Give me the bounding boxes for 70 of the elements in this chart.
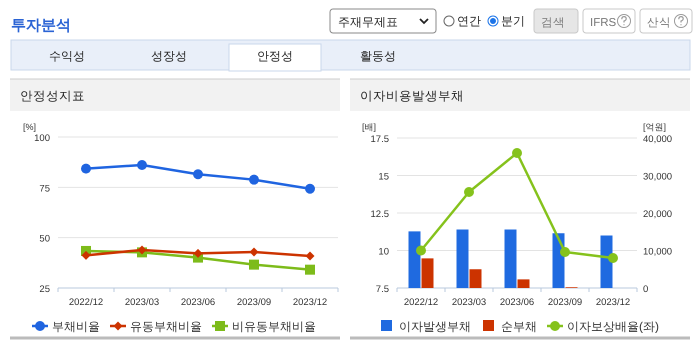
y2-tick-label: 30,000	[643, 172, 672, 182]
chart-title: 안정성지표	[20, 89, 85, 103]
point	[138, 245, 146, 254]
y2-tick-label: 40,000	[643, 134, 672, 145]
text: 검색	[541, 17, 565, 29]
x-tick-label: 2023/06	[500, 297, 534, 308]
y2-tick-label: 20,000	[643, 209, 672, 220]
x-tick-label: 2022/12	[68, 297, 104, 308]
y-axis-title: [배]	[362, 122, 376, 132]
point	[194, 248, 202, 258]
legend-label: 이자보상배율(좌)	[567, 320, 659, 334]
point	[305, 264, 315, 275]
text: 산식	[647, 17, 671, 29]
point	[193, 169, 203, 180]
point	[464, 187, 474, 197]
bar	[422, 258, 434, 288]
chart-title: 이자비용발생부채	[360, 89, 464, 103]
legend-label: 유동부채비율	[130, 320, 202, 334]
text: 투자분석	[11, 17, 71, 34]
x-tick-label: 2023/12	[292, 297, 328, 308]
y2-axis-title: [억원]	[643, 122, 666, 132]
text: 활동성	[360, 49, 396, 63]
x-tick-label: 2023/03	[124, 297, 160, 308]
bar	[518, 279, 530, 288]
y2-tick-label: 10,000	[643, 246, 672, 258]
text: 안정성	[257, 49, 293, 63]
y-tick-label: 12.5	[370, 209, 389, 220]
y-tick-label: 10	[378, 246, 389, 258]
point	[306, 251, 314, 260]
y-tick-label: 15	[378, 172, 389, 182]
point	[250, 247, 258, 256]
y-tick-label: 100	[34, 133, 50, 144]
point	[82, 250, 90, 260]
text: 주재무제표	[338, 15, 398, 29]
legend-label: 순부채	[501, 320, 537, 334]
x-tick-label: 2023/12	[596, 297, 630, 308]
text: IFRS	[590, 17, 617, 29]
text: 분기	[501, 14, 525, 28]
bar	[600, 236, 612, 288]
y-tick-label: 25	[39, 284, 50, 295]
point	[81, 164, 91, 174]
x-tick-label: 2022/12	[404, 297, 438, 308]
x-tick-label: 2023/03	[452, 297, 486, 308]
bar	[470, 269, 482, 288]
text: 수익성	[49, 49, 85, 63]
point	[608, 253, 618, 263]
y-tick-label: 50	[39, 234, 50, 245]
legend-label: 부채비율	[52, 320, 100, 334]
y-tick-label: 75	[39, 183, 50, 194]
legend-label: 이자발생부채	[399, 320, 471, 334]
y-axis-title: [%]	[23, 122, 36, 132]
x-tick-label: 2023/06	[180, 297, 216, 308]
point	[249, 260, 259, 270]
point	[560, 247, 570, 257]
point	[416, 246, 426, 256]
point	[305, 184, 315, 194]
bar	[504, 230, 516, 288]
text: 성장성	[151, 49, 187, 63]
point	[137, 160, 147, 170]
x-tick-label: 2023/09	[548, 297, 582, 308]
text: 연간	[457, 14, 481, 28]
y2-tick-label: 0	[643, 284, 648, 295]
y-tick-label: 17.5	[370, 134, 389, 145]
point	[249, 174, 259, 185]
x-tick-label: 2023/09	[236, 297, 272, 308]
point	[512, 148, 522, 158]
bar	[408, 231, 420, 288]
y-tick-label: 7.5	[376, 284, 389, 295]
legend-label: 비유동부채비율	[232, 320, 316, 334]
bar	[456, 230, 468, 288]
